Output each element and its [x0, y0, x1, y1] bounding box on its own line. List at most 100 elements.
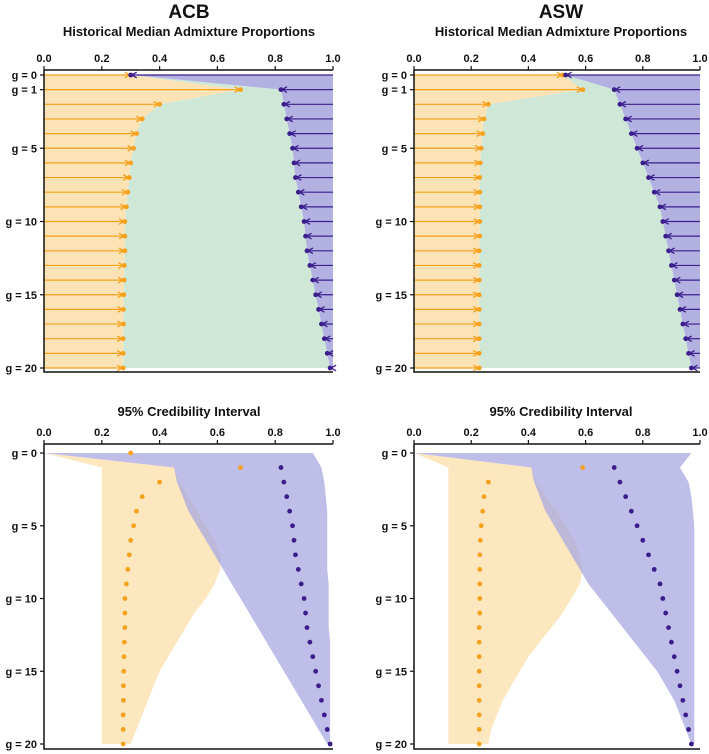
asw-arrows-af-point [617, 101, 623, 107]
asw-arrows-eu-point [476, 263, 482, 268]
acb-ci-eu-point [128, 450, 134, 456]
asw-arrows-eu-point [477, 219, 483, 224]
acb-ci-y-tick-label: g = 10 [6, 594, 38, 606]
asw-ci-eu-point [476, 625, 482, 630]
acb-arrows-eu-point [121, 292, 127, 298]
acb-ci-af-point [324, 727, 330, 732]
asw-arrows-eu-point [485, 101, 491, 107]
acb-arrows-af-point [295, 189, 301, 195]
asw-arrows-af-point [623, 116, 629, 122]
asw-ci-eu-point [477, 567, 483, 572]
acb-arrows-y-tick-label: g = 15 [6, 290, 38, 302]
acb-ci-x-tick-label: 0.0 [36, 427, 51, 439]
asw-arrows-eu-point [478, 145, 484, 151]
acb-arrows-af-point [278, 87, 284, 93]
acb-ci-af-point [293, 552, 298, 558]
acb-ci-eu-point [131, 523, 136, 529]
acb-arrows-x-tick-label: 0.8 [268, 53, 283, 65]
asw-arrows-eu-point [477, 204, 483, 210]
asw-arrows-x-tick-label: 0.4 [521, 53, 537, 65]
asw-arrows-y-tick-label: g = 0 [382, 70, 407, 82]
asw-ci-x-tick-label: 0.2 [464, 427, 479, 439]
acb-arrows-eu-point [120, 336, 126, 342]
asw-arrows-af-point [657, 204, 663, 210]
asw-arrows-af-point [680, 321, 686, 327]
asw-ci-eu-point [485, 479, 491, 485]
acb-arrows-af-point [313, 292, 319, 298]
asw-ci-eu-point [476, 741, 482, 747]
acb-ci-eu-point [128, 537, 134, 543]
asw-arrows-y-tick-label: g = 20 [376, 363, 408, 375]
asw-arrows-eu-point [477, 233, 483, 239]
acb-arrows-eu-point [122, 219, 128, 224]
asw-ci-af-point [617, 479, 623, 485]
asw-ci-af-point [634, 523, 640, 529]
asw-ci-eu-point [476, 727, 482, 732]
acb-arrows-eu-point [123, 204, 129, 210]
asw-ci-af-point [657, 581, 663, 587]
acb-ci-af-point [303, 610, 308, 616]
asw-ci-af-point [674, 668, 680, 674]
acb-ci-af-point [307, 639, 313, 645]
acb-arrows-eu-point [139, 116, 145, 122]
acb-arrows-eu-point [121, 277, 127, 283]
asw-arrows-af-point [669, 263, 674, 268]
acb-ci-x-tick-label: 0.2 [94, 427, 109, 439]
acb-ci-band-african [44, 453, 331, 744]
acb-ci-af-point [304, 625, 310, 630]
acb-ci-af-point [310, 654, 316, 660]
asw-arrows-af-point [611, 87, 617, 93]
acb-ci-af-point [278, 465, 284, 470]
acb-arrows-eu-point [122, 248, 128, 254]
asw-arrows-eu-point [580, 87, 586, 93]
acb-ci-af-point [316, 683, 321, 689]
asw-ci-af-point [623, 494, 629, 500]
asw-ci-af-point [611, 465, 617, 470]
acb-ci-eu-point [139, 494, 145, 500]
asw-arrows-af-point [651, 189, 657, 195]
asw-ci-af-point [669, 639, 674, 645]
acb-ci-eu-point [121, 654, 127, 660]
asw-ci-af-point [677, 683, 683, 689]
asw-arrows-y-tick-label: g = 1 [382, 85, 407, 97]
acb-arrows-y-tick-label: g = 1 [12, 85, 37, 97]
asw-ci-y-tick-label: g = 15 [376, 666, 408, 678]
acb-ci-eu-point [125, 567, 131, 572]
asw-arrows-axis-frame [413, 70, 700, 373]
acb-ci-af-point [319, 697, 324, 703]
acb-arrows-af-point [321, 336, 327, 342]
asw-arrows-x-tick-label: 0.6 [578, 53, 593, 65]
asw-arrows-eu-point [476, 277, 482, 283]
asw-ci-y-tick-label: g = 10 [376, 594, 408, 606]
asw-arrows-eu-point [480, 131, 486, 137]
asw-arrows-af-point [663, 233, 669, 239]
acb-arrows-af-point [301, 219, 307, 224]
acb-arrows-af-point [290, 145, 295, 151]
asw-arrows-eu-point [477, 189, 483, 195]
asw-ci-eu-point [476, 639, 482, 645]
asw-ci-af-point [660, 596, 666, 601]
acb-ci-eu-point [120, 712, 126, 718]
asw-ci-x-tick-label: 0.0 [406, 427, 421, 439]
acb-arrows-af-point [281, 101, 287, 107]
acb-arrows-af-point [307, 263, 313, 268]
acb-arrows-eu-point [131, 145, 136, 151]
asw-arrows-eu-point [476, 365, 482, 371]
acb-arrows-af-point [327, 365, 333, 371]
asw-ci-x-tick-label: 0.6 [578, 427, 593, 439]
acb-arrows-eu-point [121, 263, 127, 268]
acb-ci-af-point [298, 581, 304, 587]
acb-arrows-eu-point [157, 101, 163, 107]
acb-arrows-y-tick-label: g = 5 [12, 143, 37, 155]
acb-arrows-plot: 0.0 0.2 0.4 0.6 0.8 1.0 g = 0 g = 1 g = 5 g = 10 g… [6, 53, 341, 375]
acb-arrows-af-point [287, 131, 293, 137]
asw-arrows-x-tick-label: 0.8 [635, 53, 650, 65]
acb-ci-eu-point [126, 552, 132, 558]
asw-ci-eu-point [476, 668, 482, 674]
asw-arrows-af-point [686, 350, 691, 356]
asw-arrows-eu-point [476, 307, 482, 312]
acb-ci-af-point [327, 741, 333, 747]
asw-ci-af-point [628, 508, 634, 514]
asw-arrows-x-tick-label: 0.0 [406, 53, 421, 65]
acb-arrows-eu-point [120, 350, 126, 356]
